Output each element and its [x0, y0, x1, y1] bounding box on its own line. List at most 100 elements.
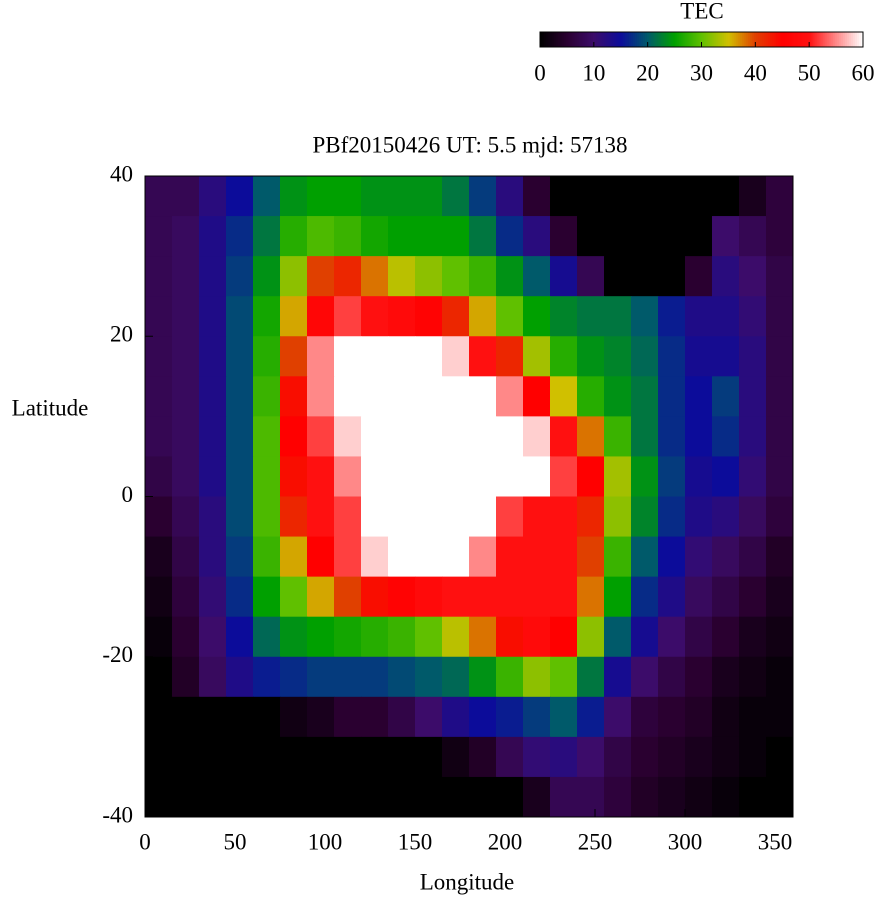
- heat-cell: [550, 416, 578, 457]
- colorbar-segment: [804, 32, 807, 47]
- heat-cell: [766, 736, 794, 778]
- colorbar-segment: [824, 32, 828, 47]
- heat-cell: [685, 176, 713, 217]
- heat-cell: [199, 616, 227, 658]
- colorbar-segment: [556, 32, 559, 47]
- heat-cell: [469, 256, 497, 297]
- heat-cell: [307, 616, 335, 658]
- heat-cell: [253, 296, 281, 337]
- heat-cell: [307, 456, 335, 497]
- heat-cell: [550, 296, 578, 337]
- colorbar-segment: [552, 32, 555, 47]
- colorbar-segment: [572, 32, 575, 47]
- heat-cell: [199, 736, 227, 778]
- colorbar-segment: [699, 32, 702, 47]
- heat-cell: [226, 736, 254, 778]
- heat-cell: [550, 336, 578, 377]
- colorbar-tick-label: 10: [582, 60, 605, 85]
- heat-cell: [469, 576, 497, 618]
- heat-cell: [523, 336, 551, 377]
- x-tick-label: 350: [758, 829, 793, 854]
- heat-cell: [415, 776, 443, 818]
- heat-cell: [199, 696, 227, 738]
- heat-cell: [145, 376, 173, 417]
- colorbar-segment: [600, 32, 604, 47]
- heat-cell: [550, 456, 578, 497]
- colorbar-segment: [818, 32, 822, 47]
- heat-cell: [415, 296, 443, 337]
- heat-cell: [523, 616, 551, 658]
- heat-cell: [631, 456, 659, 497]
- heat-cell: [739, 416, 767, 457]
- heat-cell: [442, 176, 470, 217]
- heat-cell: [307, 776, 335, 818]
- heat-cell: [172, 456, 200, 497]
- heat-cell: [604, 456, 632, 497]
- heat-cell: [766, 256, 794, 297]
- heat-cell: [172, 696, 200, 738]
- colorbar-segment: [550, 32, 553, 47]
- heat-cell: [226, 456, 254, 497]
- colorbar-segment: [612, 32, 616, 47]
- heat-cell: [172, 176, 200, 217]
- heat-cell: [496, 736, 524, 778]
- heat-cell: [334, 776, 362, 818]
- colorbar-segment: [840, 32, 844, 47]
- colorbar-segment: [753, 32, 757, 47]
- colorbar-segment: [806, 32, 809, 47]
- colorbar-segment: [790, 32, 793, 47]
- heat-cell: [145, 256, 173, 297]
- colorbar-segment: [636, 32, 640, 47]
- heat-cell: [658, 416, 686, 457]
- heat-cell: [469, 416, 497, 457]
- heat-cell: [172, 336, 200, 377]
- colorbar-segment: [830, 32, 834, 47]
- x-tick-label: 200: [488, 829, 523, 854]
- heat-cell: [334, 536, 362, 578]
- y-tick-label: -20: [102, 642, 133, 667]
- heat-cell: [469, 736, 497, 778]
- heat-cell: [469, 216, 497, 257]
- heat-cell: [361, 376, 389, 417]
- heat-cell: [496, 616, 524, 658]
- heat-cell: [523, 416, 551, 457]
- colorbar-segment: [780, 32, 783, 47]
- heat-cell: [280, 456, 308, 497]
- heat-cell: [334, 696, 362, 738]
- heat-cell: [415, 456, 443, 497]
- colorbar-segment: [687, 32, 690, 47]
- x-tick-label: 300: [668, 829, 703, 854]
- heat-cell: [766, 296, 794, 337]
- heat-cell: [469, 536, 497, 578]
- heat-cell: [388, 616, 416, 658]
- heat-cell: [199, 576, 227, 618]
- heat-cell: [577, 696, 605, 738]
- colorbar-segment: [707, 32, 711, 47]
- y-tick-label: -40: [102, 802, 133, 827]
- colorbar-segment: [685, 32, 688, 47]
- heat-cell: [496, 576, 524, 618]
- colorbar-segment: [826, 32, 830, 47]
- heat-cell: [523, 296, 551, 337]
- heat-cell: [334, 376, 362, 417]
- heat-cell: [469, 616, 497, 658]
- heat-cell: [712, 496, 740, 538]
- colorbar-segment: [554, 32, 557, 47]
- heat-cell: [172, 656, 200, 698]
- colorbar-segment: [788, 32, 791, 47]
- heat-cell: [658, 376, 686, 417]
- colorbar-segment: [594, 32, 598, 47]
- heat-cell: [442, 216, 470, 257]
- heat-cell: [766, 576, 794, 618]
- colorbar-segment: [723, 32, 727, 47]
- colorbar-segment: [741, 32, 745, 47]
- heat-cell: [577, 736, 605, 778]
- colorbar-segment: [693, 32, 696, 47]
- heat-cell: [253, 176, 281, 217]
- heat-cell: [334, 296, 362, 337]
- heat-cell: [145, 696, 173, 738]
- heat-cell: [253, 256, 281, 297]
- heat-cell: [199, 456, 227, 497]
- heat-cell: [334, 656, 362, 698]
- heat-cell: [226, 296, 254, 337]
